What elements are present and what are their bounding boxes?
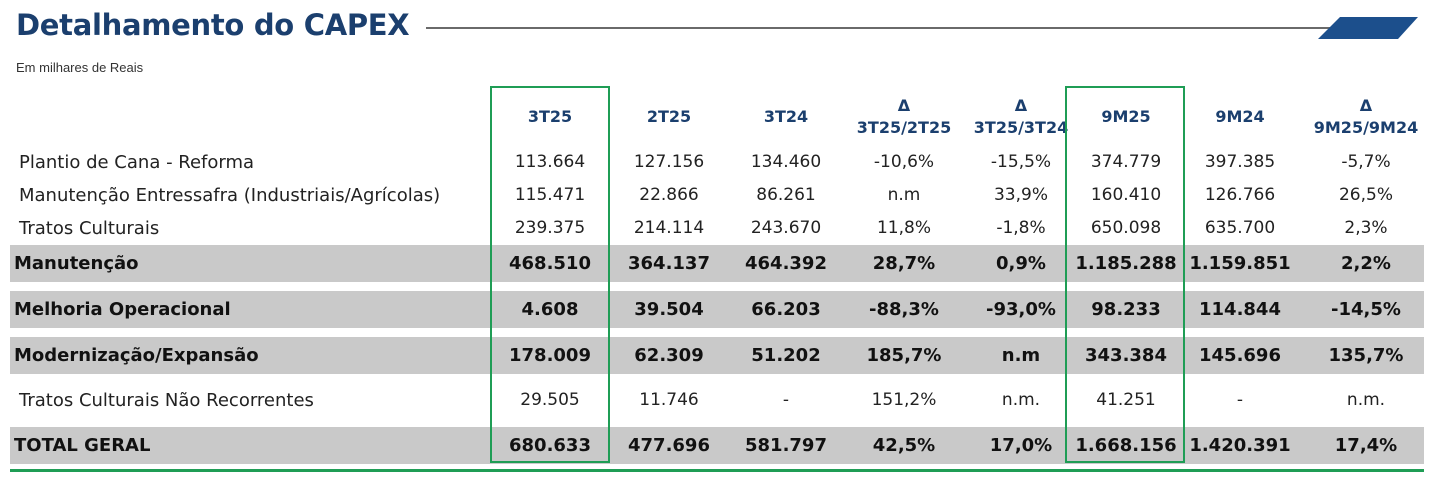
row-label: Manutenção xyxy=(14,253,139,274)
table-cell: 364.137 xyxy=(628,253,710,274)
table-cell: 145.696 xyxy=(1199,345,1281,366)
table-cell: -14,5% xyxy=(1331,299,1401,320)
row-label: Tratos Culturais xyxy=(19,217,160,239)
table-cell: 134.460 xyxy=(750,152,822,172)
table-cell: n.m xyxy=(887,185,921,205)
table-cell: n.m. xyxy=(1001,390,1041,410)
column-header-2t25: 2T25 xyxy=(646,107,692,126)
column-header-delta-9m25-9m24: Δ 9M25/9M24 xyxy=(1313,96,1419,137)
table-row-total: TOTAL GERAL 680.633 477.696 581.797 42,5… xyxy=(10,427,1424,464)
table-row: Tratos Culturais Não Recorrentes 29.505 … xyxy=(10,385,1424,415)
table-cell: n.m xyxy=(1001,345,1041,366)
table-row-subtotal: Manutenção 468.510 364.137 464.392 28,7%… xyxy=(10,245,1424,282)
table-header: 3T25 2T25 3T24 Δ 3T25/2T25 Δ 3T25/3T24 9M2… xyxy=(10,88,1424,146)
row-label: Melhoria Operacional xyxy=(14,299,231,320)
table-cell: 22.866 xyxy=(639,185,699,205)
table-row-subtotal: Melhoria Operacional 4.608 39.504 66.203… xyxy=(10,291,1424,328)
table-row-subtotal: Modernização/Expansão 178.009 62.309 51.… xyxy=(10,337,1424,374)
table-cell: 113.664 xyxy=(514,152,586,172)
table-cell: 160.410 xyxy=(1090,185,1162,205)
table-cell: 28,7% xyxy=(872,253,936,274)
table-cell: 1.159.851 xyxy=(1189,253,1291,274)
table-cell: 126.766 xyxy=(1204,185,1276,205)
units-note: Em milhares de Reais xyxy=(16,60,144,75)
table-cell: 243.670 xyxy=(750,218,822,238)
highlight-box-3t25 xyxy=(490,86,610,463)
table-cell: 1.420.391 xyxy=(1189,435,1291,456)
table-cell: 17,0% xyxy=(989,435,1053,456)
table-cell: 114.844 xyxy=(1199,299,1281,320)
row-label: TOTAL GERAL xyxy=(14,435,151,456)
column-header-9m24: 9M24 xyxy=(1215,107,1265,126)
table-cell: 185,7% xyxy=(866,345,942,366)
row-label: Tratos Culturais Não Recorrentes xyxy=(19,389,314,411)
table-cell: -1,8% xyxy=(996,218,1046,238)
table-cell: 397.385 xyxy=(1204,152,1276,172)
highlight-box-9m25 xyxy=(1065,86,1185,463)
title-divider xyxy=(426,27,1330,29)
table-cell: 51.202 xyxy=(751,345,821,366)
table-row: Plantio de Cana - Reforma 113.664 127.15… xyxy=(10,147,1424,177)
column-header-3t25: 3T25 xyxy=(527,107,573,126)
table-cell: 29.505 xyxy=(520,390,580,410)
table-cell: 650.098 xyxy=(1090,218,1162,238)
table-cell: 2,3% xyxy=(1344,218,1388,238)
column-header-9m25: 9M25 xyxy=(1101,107,1151,126)
table-cell: 98.233 xyxy=(1091,299,1161,320)
page-title: Detalhamento do CAPEX xyxy=(16,8,410,42)
table-cell: 1.185.288 xyxy=(1075,253,1177,274)
table-cell: 1.668.156 xyxy=(1075,435,1177,456)
table-cell: n.m. xyxy=(1346,390,1386,410)
row-label: Plantio de Cana - Reforma xyxy=(19,151,255,173)
table-bottom-rule xyxy=(10,469,1424,472)
table-cell: -15,5% xyxy=(990,152,1052,172)
table-cell: 214.114 xyxy=(633,218,705,238)
table-cell: 581.797 xyxy=(745,435,827,456)
table-cell: 11.746 xyxy=(639,390,699,410)
row-label: Manutenção Entressafra (Industriais/Agrí… xyxy=(19,184,441,206)
table-cell: 374.779 xyxy=(1090,152,1162,172)
table-cell: 66.203 xyxy=(751,299,821,320)
table-cell: 39.504 xyxy=(634,299,704,320)
table-cell: 42,5% xyxy=(872,435,936,456)
column-header-delta-3t25-2t25: Δ 3T25/2T25 xyxy=(856,96,952,137)
table-cell: 62.309 xyxy=(634,345,704,366)
table-cell: 477.696 xyxy=(628,435,710,456)
table-cell: -10,6% xyxy=(873,152,935,172)
table-row: Manutenção Entressafra (Industriais/Agrí… xyxy=(10,180,1424,210)
table-cell: - xyxy=(782,390,790,410)
table-cell: -5,7% xyxy=(1341,152,1391,172)
table-cell: 41.251 xyxy=(1096,390,1156,410)
table-cell: 33,9% xyxy=(993,185,1048,205)
table-cell: 26,5% xyxy=(1338,185,1393,205)
column-header-3t24: 3T24 xyxy=(763,107,809,126)
table-cell: 239.375 xyxy=(514,218,586,238)
table-cell: 635.700 xyxy=(1204,218,1276,238)
table-row: Tratos Culturais 239.375 214.114 243.670… xyxy=(10,213,1424,243)
table-cell: 127.156 xyxy=(633,152,705,172)
row-label: Modernização/Expansão xyxy=(14,345,259,366)
table-cell: 11,8% xyxy=(876,218,931,238)
table-cell: 17,4% xyxy=(1334,435,1398,456)
table-cell: - xyxy=(1236,390,1244,410)
table-cell: 0,9% xyxy=(996,253,1046,274)
table-cell: 464.392 xyxy=(745,253,827,274)
table-cell: 468.510 xyxy=(509,253,591,274)
table-cell: -93,0% xyxy=(986,299,1056,320)
title-accent-tab xyxy=(1318,17,1418,39)
table-cell: 343.384 xyxy=(1085,345,1167,366)
table-cell: 4.608 xyxy=(521,299,579,320)
table-cell: -88,3% xyxy=(869,299,939,320)
table-cell: 115.471 xyxy=(514,185,586,205)
table-cell: 178.009 xyxy=(509,345,591,366)
table-cell: 2,2% xyxy=(1341,253,1391,274)
table-cell: 135,7% xyxy=(1328,345,1404,366)
table-cell: 680.633 xyxy=(509,435,591,456)
table-cell: 151,2% xyxy=(871,390,937,410)
column-header-delta-3t25-3t24: Δ 3T25/3T24 xyxy=(973,96,1069,137)
table-cell: 86.261 xyxy=(756,185,816,205)
